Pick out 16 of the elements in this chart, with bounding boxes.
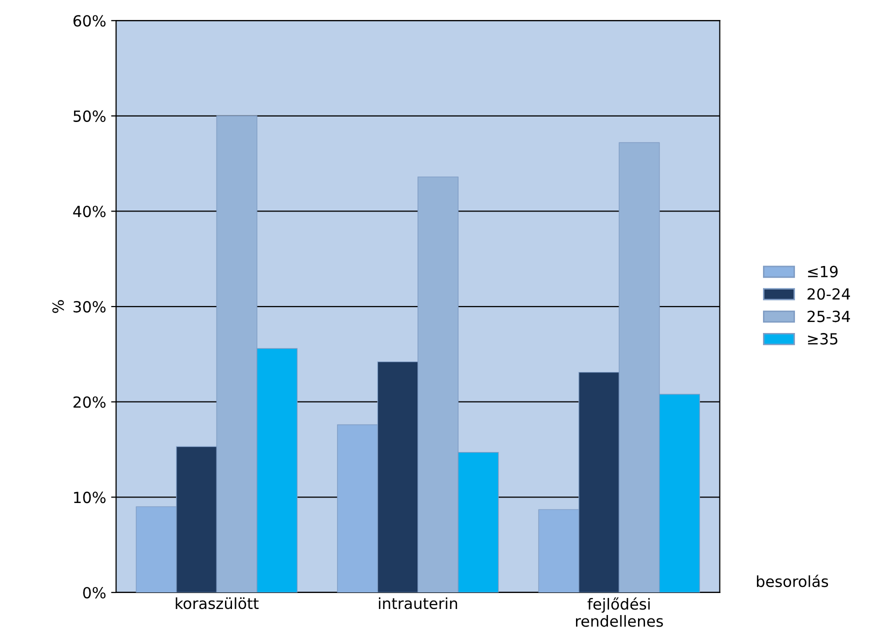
x-tick-label: koraszülött [176, 597, 259, 610]
legend-label: 25-34 [808, 310, 850, 322]
x-axis-title: besorolás [756, 574, 828, 588]
legend-label: ≤19 [808, 266, 838, 278]
x-tick-label: fejlődési rendellenes [576, 597, 663, 627]
y-tick-label: 0% [83, 586, 106, 598]
x-tick-label: intrauterin [378, 597, 458, 610]
y-tick-label: 60% [73, 15, 106, 27]
legend-label: ≥35 [808, 333, 838, 345]
y-tick-label: 30% [74, 301, 106, 313]
legend-label: 20-24 [808, 288, 850, 300]
y-axis-title: % [52, 300, 64, 313]
y-tick-label: 40% [73, 206, 106, 218]
y-tick-label: 10% [74, 492, 106, 504]
y-tick-label: 20% [74, 396, 106, 408]
y-tick-label: 50% [74, 110, 106, 122]
